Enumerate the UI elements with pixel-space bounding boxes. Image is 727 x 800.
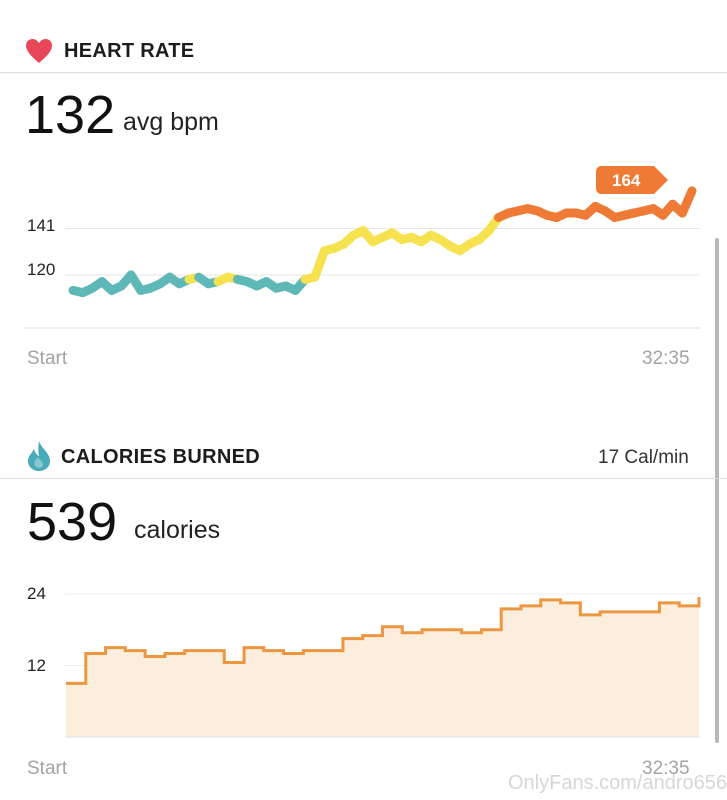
calories-rate: 17 Cal/min (598, 447, 689, 468)
cal-x-end: 32:35 (642, 758, 690, 779)
peak-label: 164 (612, 171, 641, 190)
heart-rate-unit: avg bpm (123, 108, 219, 136)
calories-divider (0, 478, 727, 479)
heart-rate-title: HEART RATE (64, 40, 195, 62)
heart-rate-plot (25, 186, 700, 329)
cal-y-tick-12: 12 (27, 656, 46, 675)
cal-y-tick-24: 24 (27, 584, 46, 603)
heart-rate-divider (0, 72, 727, 73)
calories-unit: calories (134, 516, 221, 544)
calories-value: 539 (27, 492, 118, 552)
hr-y-tick-120: 120 (27, 260, 56, 279)
cal-area (66, 596, 699, 737)
watermark-text: OnlyFans.com/andro656 (507, 772, 727, 794)
cal-line (66, 596, 701, 685)
hr-y-tick-141: 141 (27, 216, 56, 235)
hr-x-start: Start (27, 348, 68, 369)
hr-x-end: 32:35 (642, 348, 690, 369)
heart-rate-value: 132 (25, 85, 116, 145)
calories-title: CALORIES BURNED (61, 446, 260, 468)
drop-icon (27, 440, 51, 472)
peak-badge: 164 (596, 166, 668, 194)
hr-segment (310, 246, 329, 282)
hr-segment (677, 186, 697, 218)
heart-icon (25, 38, 53, 64)
scrollbar[interactable] (715, 238, 719, 743)
cal-x-start: Start (27, 758, 68, 779)
